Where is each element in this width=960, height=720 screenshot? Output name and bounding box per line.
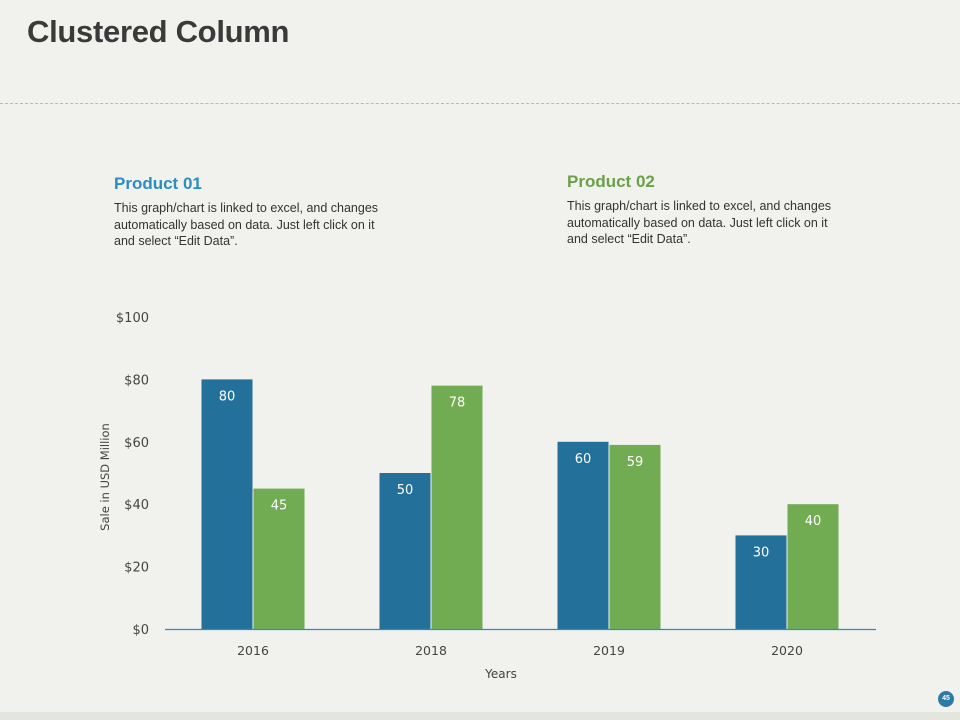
y-tick-label: $40	[124, 498, 149, 513]
bar-value-label: 45	[271, 499, 288, 514]
x-tick-label: 2018	[415, 643, 447, 658]
x-tick-label: 2020	[771, 643, 803, 658]
bar-value-label: 50	[397, 483, 414, 498]
bar-product-02-2019	[609, 444, 661, 629]
x-axis-title: Years	[484, 667, 517, 681]
y-tick-label: $100	[116, 311, 149, 326]
bar-product-01-2018	[379, 473, 431, 629]
bar-product-02-2020	[787, 504, 839, 629]
product-02-description: This graph/chart is linked to excel, and…	[567, 199, 832, 246]
y-axis-title: Sale in USD Million	[98, 423, 112, 531]
y-tick-label: $0	[132, 623, 149, 638]
bar-value-label: 78	[449, 396, 466, 411]
title-divider	[0, 103, 960, 104]
product-01-block: Product 01 This graph/chart is linked to…	[114, 174, 394, 250]
bar-product-02-2018	[431, 385, 483, 629]
page-number-badge: 45	[938, 691, 954, 707]
y-tick-label: $60	[124, 436, 149, 451]
x-tick-label: 2019	[593, 643, 625, 658]
y-tick-label: $20	[124, 561, 149, 576]
product-01-heading: Product 01	[114, 174, 202, 193]
bar-product-01-2019	[557, 441, 609, 629]
product-02-heading: Product 02	[567, 172, 655, 191]
bar-value-label: 60	[575, 452, 592, 467]
bar-product-01-2016	[201, 379, 253, 629]
bar-product-01-2020	[735, 535, 787, 629]
product-02-block: Product 02 This graph/chart is linked to…	[567, 172, 847, 248]
bar-value-label: 40	[805, 514, 822, 529]
bar-value-label: 59	[627, 455, 644, 470]
x-tick-label: 2016	[237, 643, 269, 658]
y-tick-label: $80	[124, 373, 149, 388]
slide-title: Clustered Column	[27, 14, 290, 49]
product-01-description: This graph/chart is linked to excel, and…	[114, 201, 379, 248]
bar-product-02-2016	[253, 488, 305, 629]
footer-strip	[0, 712, 960, 720]
bar-value-label: 80	[219, 389, 236, 404]
bar-value-label: 30	[753, 545, 770, 560]
